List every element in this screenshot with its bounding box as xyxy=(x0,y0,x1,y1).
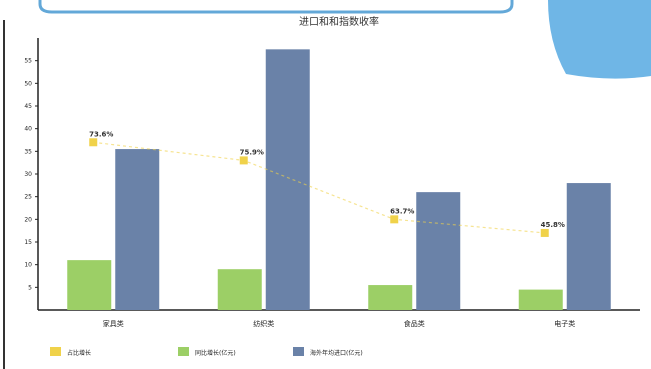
x-category-label: 食品类 xyxy=(404,319,425,328)
header-frame xyxy=(38,0,514,14)
bar-blue xyxy=(115,149,160,310)
y-tick-label: 40 xyxy=(24,126,32,133)
rate-data-label: 73.6% xyxy=(89,130,113,138)
y-tick-label: 50 xyxy=(24,80,32,87)
bar-green xyxy=(67,260,112,310)
y-tick-label: 25 xyxy=(24,194,32,201)
x-category-label: 纺织类 xyxy=(253,319,274,328)
y-tick-label: 10 xyxy=(24,262,32,269)
bar-blue xyxy=(265,49,310,310)
y-tick-label: 55 xyxy=(24,58,32,65)
decor-blob xyxy=(548,0,651,79)
y-tick-label: 5 xyxy=(28,284,32,291)
x-category-label: 家具类 xyxy=(103,319,124,328)
rate-marker xyxy=(540,228,549,237)
bars xyxy=(67,49,611,310)
chart-title: 进口和和指数收率 xyxy=(299,15,379,28)
rate-data-label: 63.7% xyxy=(390,207,414,215)
bar-green xyxy=(518,289,563,310)
legend-swatch xyxy=(178,347,189,356)
legend-swatch xyxy=(293,347,304,356)
bar-green xyxy=(368,285,413,310)
y-tick-label: 35 xyxy=(24,148,32,155)
legend-label: 占比增长 xyxy=(67,349,91,357)
line-series: 73.6% 75.9% 63.7% 45.8% xyxy=(89,130,565,237)
bar-blue xyxy=(566,183,611,310)
y-tick-label: 20 xyxy=(24,216,32,223)
bar-green xyxy=(217,269,262,310)
legend: 占比增长 同比增长(亿元) 海外年均进口(亿元) xyxy=(50,347,363,357)
bar-blue xyxy=(416,192,461,310)
legend-label: 海外年均进口(亿元) xyxy=(310,349,363,357)
rate-data-label: 75.9% xyxy=(240,148,264,156)
rate-marker xyxy=(89,138,98,147)
y-tick-label: 30 xyxy=(24,171,32,178)
rate-marker xyxy=(239,156,248,165)
x-category-label: 电子类 xyxy=(554,319,575,328)
legend-swatch xyxy=(50,347,61,356)
rate-marker xyxy=(390,215,399,224)
legend-label: 同比增长(亿元) xyxy=(195,349,236,357)
rate-line xyxy=(93,141,545,234)
rate-data-label: 45.8% xyxy=(541,221,565,229)
y-tick-label: 15 xyxy=(24,239,32,246)
y-tick-label: 45 xyxy=(24,103,32,110)
